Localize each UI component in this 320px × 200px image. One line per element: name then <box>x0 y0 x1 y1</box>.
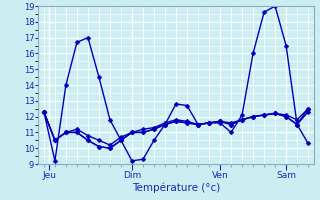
X-axis label: Température (°c): Température (°c) <box>132 183 220 193</box>
